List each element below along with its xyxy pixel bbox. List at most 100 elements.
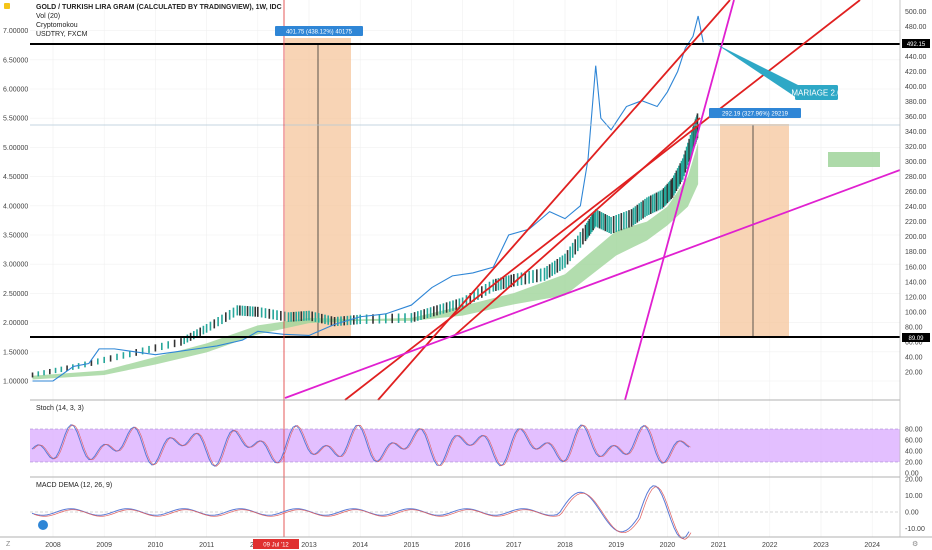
right-tick-label: 40.00 — [905, 354, 923, 361]
candle — [433, 306, 435, 317]
candle — [303, 311, 305, 321]
left-tick-label: 4.00000 — [3, 203, 28, 210]
candle — [180, 338, 182, 346]
stoch-band — [30, 429, 900, 462]
macd-tick-label: 10.00 — [905, 493, 923, 500]
candle — [481, 286, 483, 298]
candle — [651, 194, 654, 214]
candle — [232, 307, 235, 318]
x-tick-label: 2008 — [45, 542, 61, 549]
candle — [592, 213, 594, 231]
candle — [671, 177, 674, 198]
level-bottom-text: 89.09 — [908, 336, 924, 342]
settings-icon[interactable]: ⚙ — [912, 540, 918, 548]
candle — [600, 212, 603, 230]
candle — [442, 303, 445, 314]
callout-pointer — [716, 44, 800, 100]
candle — [589, 216, 592, 234]
candle — [410, 313, 413, 323]
candle — [539, 268, 542, 282]
candle — [365, 314, 368, 324]
left-tick-label: 4.50000 — [3, 174, 28, 181]
candle — [205, 324, 208, 333]
x-tick-label: 2009 — [96, 542, 112, 549]
candle — [324, 314, 326, 325]
candle — [413, 312, 416, 322]
candle — [221, 314, 223, 325]
candle — [579, 232, 582, 248]
candle — [202, 325, 205, 335]
candle — [546, 266, 548, 280]
candle — [327, 315, 329, 325]
level-top-tag — [902, 39, 930, 48]
candle — [292, 311, 295, 322]
candle — [625, 211, 628, 229]
cloud-logo-icon — [38, 520, 48, 530]
candle — [330, 316, 333, 326]
candle — [280, 310, 282, 321]
candle — [31, 372, 34, 378]
candle — [495, 278, 497, 291]
left-tick-label: 5.50000 — [3, 116, 28, 123]
candle — [543, 267, 546, 281]
candle — [667, 182, 670, 202]
date-marker-text: 09 Jul '12 — [263, 543, 289, 549]
right-tick-label: 240.00 — [905, 204, 927, 211]
measure1-pill — [275, 26, 363, 36]
candle — [287, 312, 290, 322]
candle — [649, 195, 652, 215]
x-tick-label: 2013 — [301, 542, 317, 549]
right-tick-label: 280.00 — [905, 174, 927, 181]
candle — [372, 314, 374, 324]
x-tick-label: 2017 — [506, 542, 522, 549]
candle — [196, 329, 198, 338]
right-tick-label: 360.00 — [905, 114, 927, 121]
zoom-icon[interactable]: Z — [6, 541, 11, 548]
measure1-text: 401.75 (438.12%) 40175 — [286, 30, 353, 36]
candle — [469, 292, 472, 305]
candle — [349, 315, 352, 325]
candle — [612, 216, 615, 233]
candle — [420, 310, 422, 320]
candle — [283, 311, 286, 322]
x-tick-label: 2014 — [352, 542, 368, 549]
candle — [473, 290, 475, 302]
candle — [452, 300, 454, 311]
candle — [445, 302, 448, 313]
candle — [510, 274, 513, 288]
candle — [337, 316, 339, 326]
candle — [685, 146, 688, 169]
right-tick-label: 120.00 — [905, 294, 927, 301]
candle — [213, 319, 216, 329]
candle — [679, 163, 681, 185]
candle — [317, 313, 320, 323]
left-tick-label: 3.00000 — [3, 262, 28, 269]
right-tick-label: 160.00 — [905, 264, 927, 271]
series-layer — [31, 15, 704, 382]
x-tick-label: 2024 — [864, 542, 880, 549]
candle — [246, 306, 249, 317]
x-tick-label: 2010 — [148, 542, 164, 549]
candle — [241, 305, 244, 316]
left-tick-label: 6.00000 — [3, 87, 28, 94]
candle — [574, 239, 577, 255]
candle — [634, 206, 637, 224]
candle — [664, 186, 666, 206]
candle — [561, 255, 564, 270]
stoch-tick-label: 20.00 — [905, 460, 923, 467]
callout-text: MARIAGE 2.0 — [791, 89, 842, 98]
candle — [161, 342, 163, 351]
candle — [683, 154, 685, 177]
candle — [209, 321, 212, 331]
candle — [556, 258, 559, 273]
candle — [673, 175, 675, 196]
stoch-tick-label: 60.00 — [905, 438, 923, 445]
candle — [272, 309, 274, 320]
candle — [244, 305, 246, 316]
callout-box — [795, 85, 838, 100]
candle — [228, 309, 231, 320]
candle — [426, 308, 429, 319]
candle — [397, 313, 400, 323]
candle — [97, 358, 99, 365]
